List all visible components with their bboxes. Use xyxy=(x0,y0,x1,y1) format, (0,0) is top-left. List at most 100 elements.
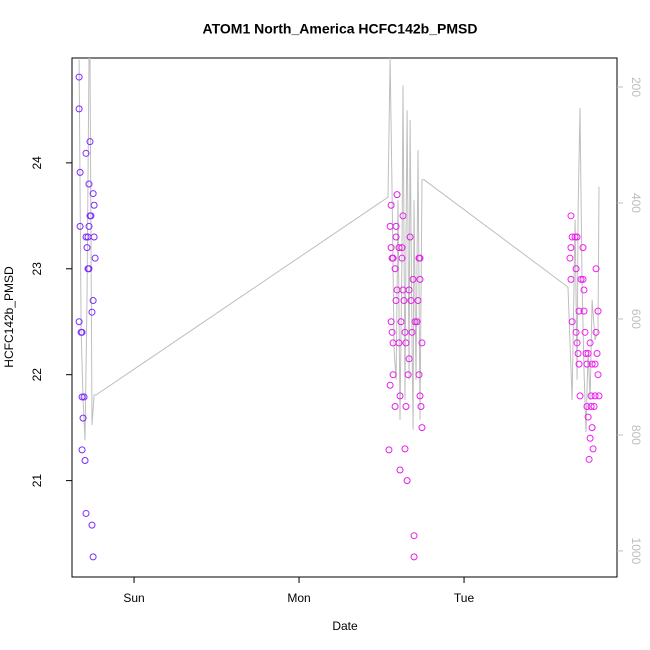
point xyxy=(577,275,585,283)
point xyxy=(85,180,93,188)
point xyxy=(85,265,93,273)
point xyxy=(402,339,410,347)
point xyxy=(575,307,583,315)
point xyxy=(593,350,601,358)
point xyxy=(401,445,409,453)
point xyxy=(387,318,395,326)
point xyxy=(396,392,404,400)
point xyxy=(405,355,413,363)
point xyxy=(574,350,582,358)
plot-frame xyxy=(71,57,618,578)
point xyxy=(387,201,395,209)
point xyxy=(576,392,584,400)
point xyxy=(391,402,399,410)
point xyxy=(395,244,403,252)
point xyxy=(409,275,417,283)
point xyxy=(398,254,406,262)
point xyxy=(418,424,426,432)
point xyxy=(586,339,594,347)
point xyxy=(591,392,599,400)
point xyxy=(405,286,413,294)
point xyxy=(75,105,83,113)
point xyxy=(590,402,598,410)
point xyxy=(416,275,424,283)
point xyxy=(567,275,575,283)
y2-tick-label: 200 xyxy=(629,77,643,97)
point xyxy=(397,318,405,326)
point xyxy=(85,222,93,230)
point xyxy=(86,138,94,146)
point xyxy=(573,339,581,347)
point xyxy=(418,339,426,347)
point xyxy=(589,445,597,453)
point xyxy=(76,222,84,230)
point xyxy=(587,402,595,410)
point xyxy=(416,254,424,262)
point xyxy=(391,265,399,273)
point xyxy=(87,212,95,220)
point xyxy=(584,350,592,358)
point xyxy=(573,233,581,241)
point xyxy=(579,275,587,283)
point xyxy=(83,244,91,252)
point xyxy=(399,212,407,220)
point xyxy=(411,318,419,326)
point xyxy=(588,360,596,368)
chart-title: ATOM1 North_America HCFC142b_PMSD xyxy=(203,21,478,37)
point xyxy=(389,254,397,262)
point xyxy=(75,318,83,326)
y-axis-label: HCFC142b_PMSD xyxy=(2,266,16,368)
point xyxy=(392,233,400,241)
y2-tick-label: 600 xyxy=(629,309,643,329)
x-tick-label: Tue xyxy=(454,591,475,605)
point xyxy=(398,244,406,252)
point xyxy=(396,466,404,474)
point xyxy=(88,308,96,316)
point xyxy=(416,392,424,400)
point xyxy=(388,328,396,336)
point xyxy=(410,553,418,561)
point xyxy=(579,244,587,252)
point xyxy=(583,402,591,410)
y2-tick-label: 1000 xyxy=(629,538,643,565)
point xyxy=(78,393,86,401)
point xyxy=(82,149,90,157)
y-tick-label: 23 xyxy=(30,262,44,276)
point xyxy=(389,339,397,347)
point xyxy=(592,328,600,336)
point xyxy=(594,307,602,315)
plot-area xyxy=(75,58,603,561)
point xyxy=(386,381,394,389)
point xyxy=(395,339,403,347)
pressure-line xyxy=(78,58,600,441)
y-tick-label: 22 xyxy=(30,368,44,382)
point xyxy=(406,233,414,241)
point xyxy=(78,328,86,336)
point xyxy=(408,328,416,336)
point xyxy=(387,244,395,252)
point xyxy=(575,360,583,368)
point xyxy=(583,360,591,368)
point xyxy=(89,297,97,305)
point xyxy=(567,244,575,252)
point xyxy=(594,371,602,379)
point xyxy=(410,532,418,540)
y-tick-label: 21 xyxy=(30,474,44,488)
point xyxy=(90,233,98,241)
point xyxy=(566,254,574,262)
point xyxy=(401,328,409,336)
point xyxy=(389,371,397,379)
point xyxy=(81,456,89,464)
point xyxy=(402,402,410,410)
point xyxy=(415,371,423,379)
point xyxy=(580,286,588,294)
point xyxy=(399,286,407,294)
point xyxy=(404,371,412,379)
point xyxy=(572,265,580,273)
point xyxy=(392,297,400,305)
point xyxy=(392,222,400,230)
point xyxy=(568,233,576,241)
point xyxy=(587,392,595,400)
point xyxy=(76,168,84,176)
